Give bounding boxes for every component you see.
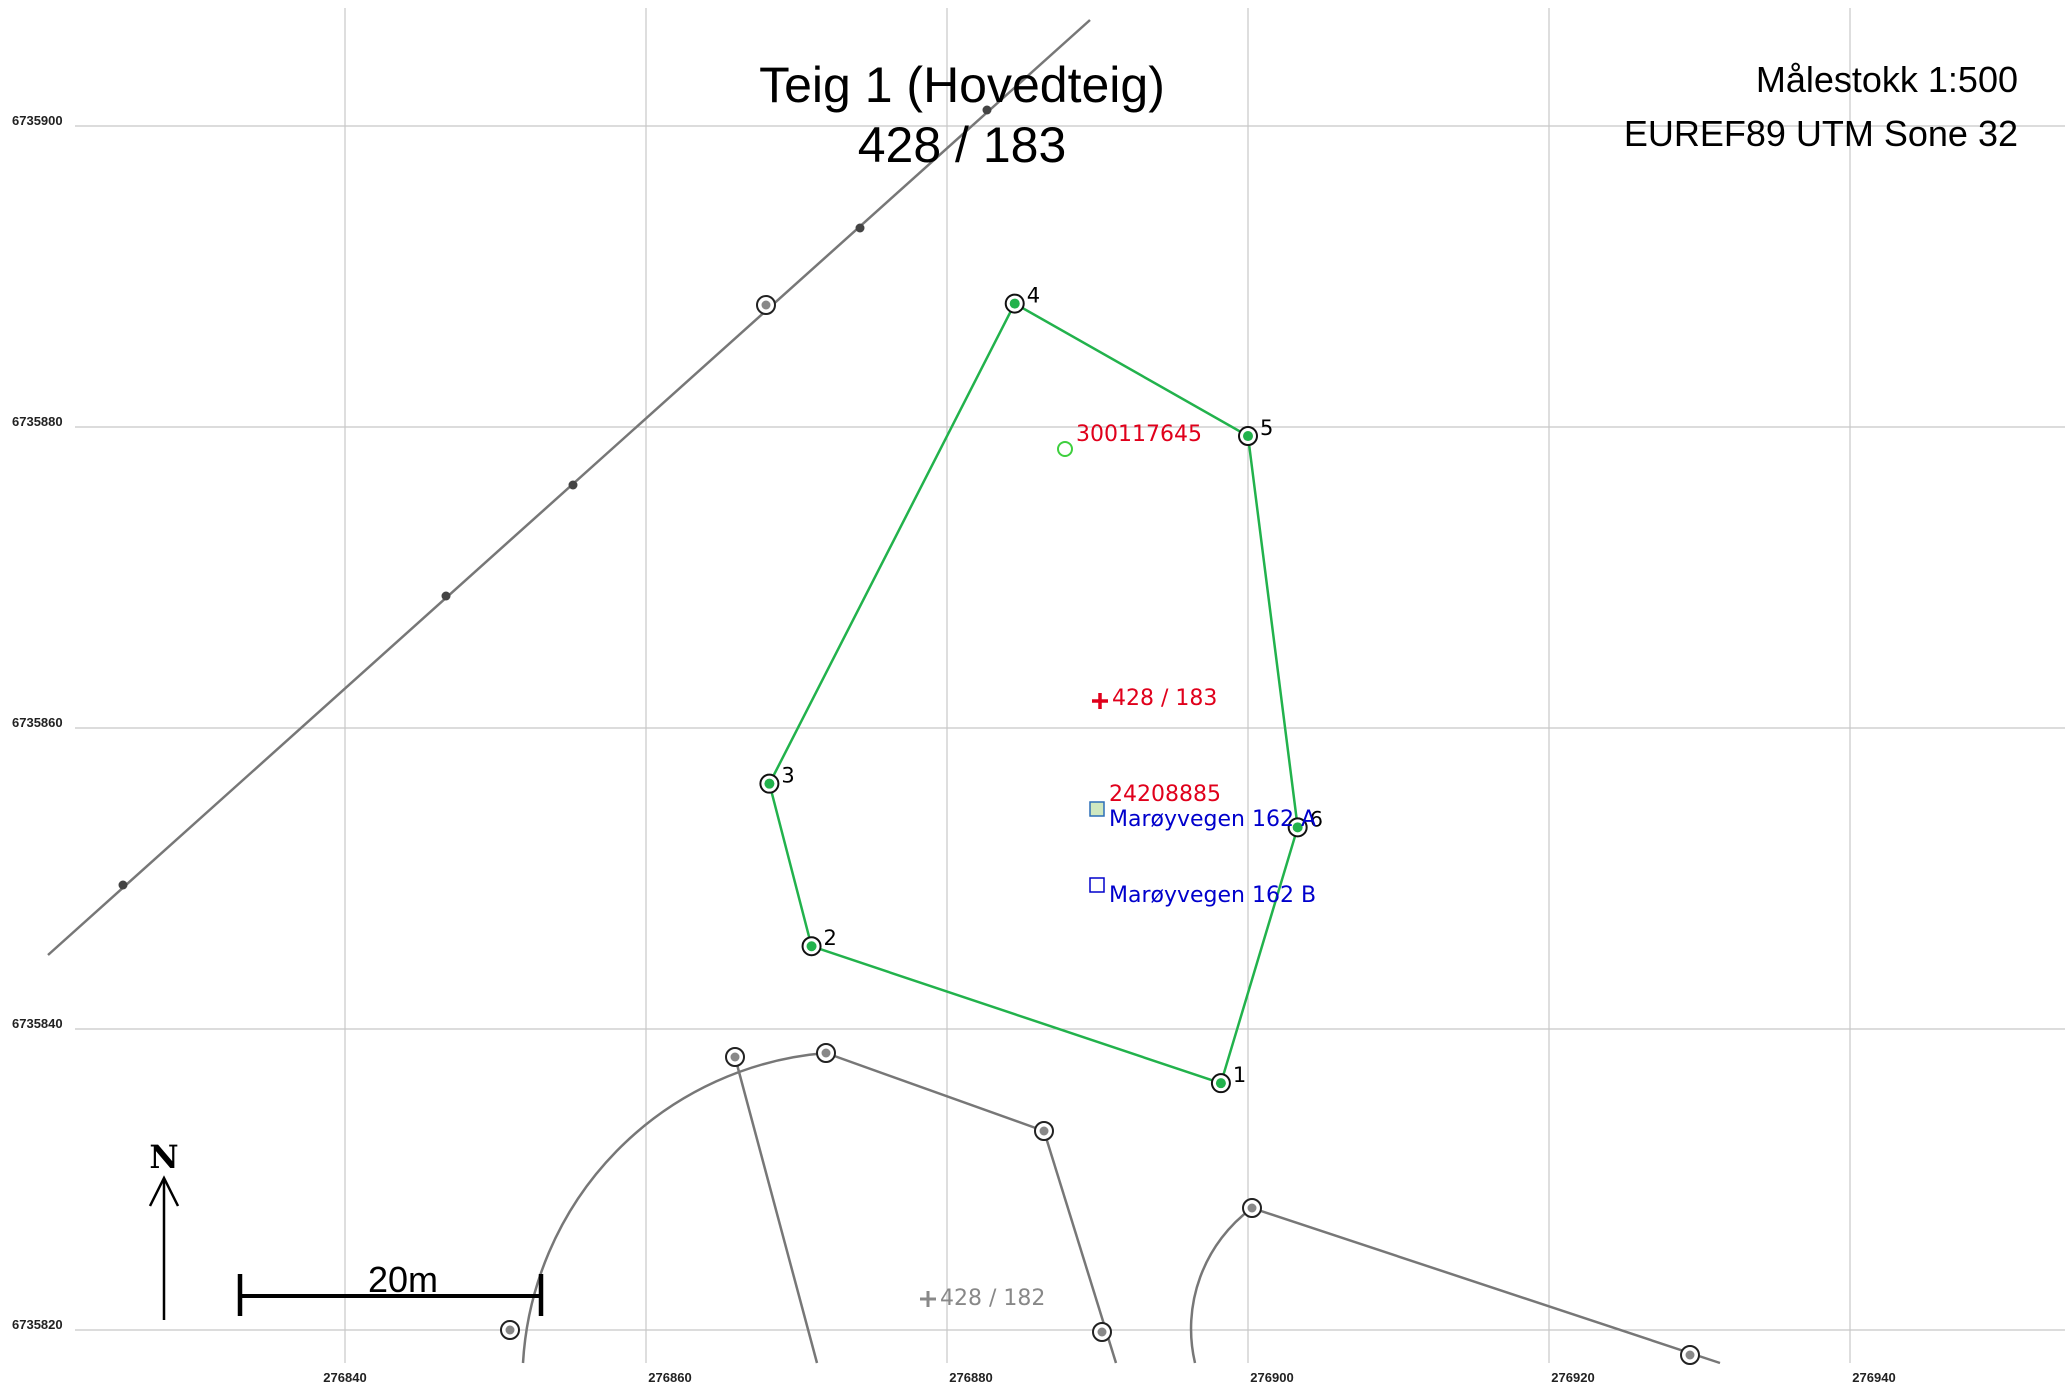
- boundary-marker: [725, 1047, 745, 1067]
- boundary-point-label: 2: [824, 926, 837, 950]
- boundary-point-2: 2: [801, 926, 837, 957]
- boundary-marker: [1034, 1121, 1054, 1141]
- y-tick-label: 6735860: [12, 715, 63, 730]
- parcel-centroid-cross-icon: [1092, 693, 1108, 709]
- x-tick-label: 276920: [1551, 1370, 1594, 1385]
- line-vertex: [441, 591, 451, 601]
- boundary-point-4: 4: [1004, 284, 1040, 314]
- map-grid: [75, 8, 2065, 1363]
- y-tick-label: 6735820: [12, 1317, 63, 1332]
- y-tick-label: 6735900: [12, 113, 63, 128]
- map-scale-text: Målestokk 1:500: [1756, 59, 2018, 100]
- neighbor-boundary: [733, 1056, 819, 1364]
- boundary-marker: [1680, 1345, 1700, 1365]
- x-tick-label: 276860: [648, 1370, 691, 1385]
- y-tick-label: 6735880: [12, 414, 63, 429]
- boundary-point-dot: [1009, 298, 1020, 309]
- boundary-point-6: 6: [1287, 807, 1323, 838]
- neighbor-markers: [500, 1043, 1700, 1365]
- boundary-marker: [1242, 1198, 1262, 1218]
- neighbor-arc-west: [521, 1051, 827, 1364]
- boundary-point-5: 5: [1238, 416, 1273, 447]
- boundary-point-label: 4: [1027, 284, 1040, 308]
- neighbor-arc-east: [1189, 1206, 1253, 1364]
- boundary-point-3: 3: [759, 764, 795, 794]
- address-b-label: Marøyvegen 162 B: [1109, 883, 1316, 908]
- boundary-point-label: 1: [1233, 1063, 1246, 1087]
- north-arrow-icon: N: [148, 1138, 180, 1320]
- parcel-boundary-points: 1 2 3 4 5 6: [759, 284, 1323, 1094]
- building-square-icon: [1089, 801, 1105, 817]
- boundary-marker-center: [761, 300, 771, 310]
- boundary-marker: [816, 1043, 836, 1063]
- neighbor-parcel-label: 428 / 182: [940, 1286, 1045, 1311]
- y-axis-labels: 6735900 6735880 6735860 6735840 6735820: [12, 113, 63, 1332]
- y-tick-label: 6735840: [12, 1016, 63, 1031]
- boundary-point-dot: [1243, 431, 1253, 442]
- x-tick-label: 276900: [1250, 1370, 1293, 1385]
- neighbor-boundary: [1251, 1206, 1721, 1365]
- boundary-marker: [500, 1320, 520, 1340]
- building-number-label: 24208885: [1109, 782, 1221, 807]
- line-vertex: [982, 105, 992, 115]
- address-a-label: Marøyvegen 162 A: [1109, 807, 1316, 832]
- boundary-point-1: 1: [1210, 1063, 1246, 1094]
- scale-bar-label: 20m: [368, 1259, 438, 1300]
- line-vertex: [118, 880, 128, 890]
- map-projection-text: EUREF89 UTM Sone 32: [1624, 113, 2018, 154]
- x-tick-label: 276880: [949, 1370, 992, 1385]
- boundary-point-dot: [1292, 822, 1303, 833]
- boundary-point-dot: [1215, 1078, 1226, 1089]
- line-vertex: [568, 480, 578, 490]
- boundary-point-label: 5: [1260, 416, 1273, 440]
- boundary-point-dot: [806, 941, 817, 952]
- building-id-label: 300117645: [1076, 422, 1202, 447]
- neighbor-parcels: [521, 1051, 1721, 1365]
- neighbor-boundary: [825, 1051, 1045, 1133]
- boundary-point-dot: [764, 778, 775, 789]
- scale-bar: 20m: [237, 1259, 544, 1316]
- map-title: Teig 1 (Hovedteig): [759, 57, 1165, 113]
- boundary-point-label: 3: [781, 764, 794, 788]
- x-tick-label: 276840: [323, 1370, 366, 1385]
- north-label: N: [149, 1138, 178, 1176]
- parcel-boundary: [768, 301, 1299, 1085]
- neighbor-centroid-cross-icon: [920, 1291, 936, 1307]
- building-point-icon: [1057, 441, 1073, 457]
- map-subtitle: 428 / 183: [858, 117, 1067, 173]
- parcel-id-label: 428 / 183: [1112, 686, 1217, 711]
- boundary-point-label: 6: [1310, 807, 1323, 831]
- line-vertex: [855, 223, 865, 233]
- x-axis-labels: 276840 276860 276880 276900 276920 27694…: [323, 1370, 1895, 1385]
- boundary-marker: [1092, 1322, 1112, 1342]
- x-tick-label: 276940: [1852, 1370, 1895, 1385]
- neighbor-boundary-line: [47, 19, 1091, 956]
- address-square-icon: [1089, 877, 1105, 893]
